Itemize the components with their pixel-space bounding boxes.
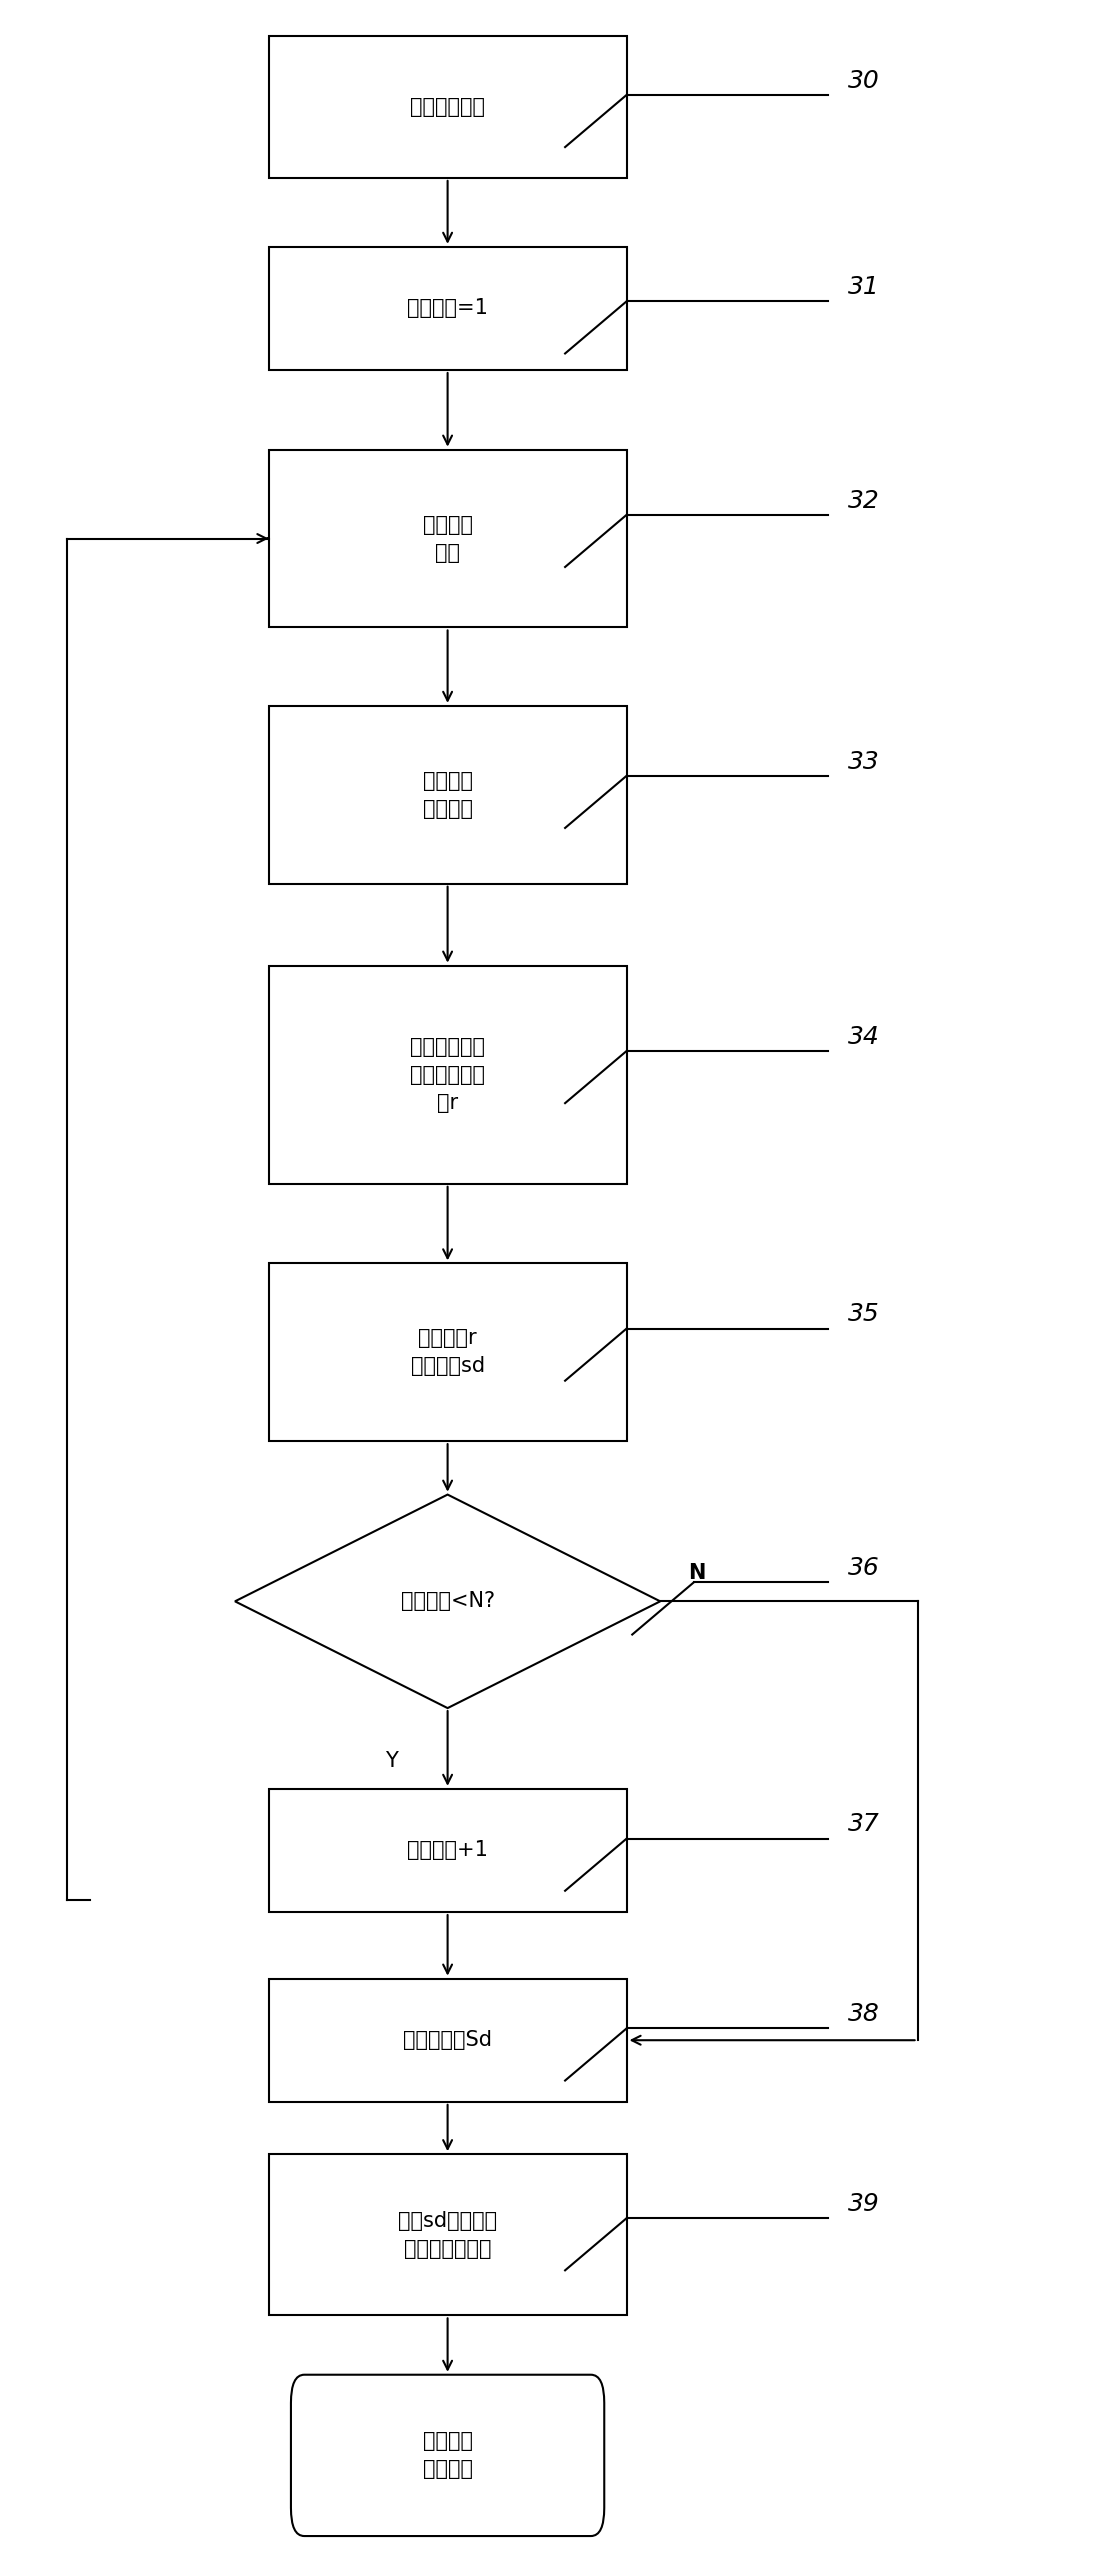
Text: 反馈同步
环路: 反馈同步 环路 bbox=[423, 515, 472, 564]
Text: 37: 37 bbox=[848, 1812, 880, 1835]
Bar bbox=[269, 36, 627, 178]
Bar bbox=[269, 1264, 627, 1441]
Bar bbox=[269, 1979, 627, 2103]
Text: Y: Y bbox=[385, 1750, 398, 1771]
Text: 幅值序列r
的标准差sd: 幅值序列r 的标准差sd bbox=[411, 1328, 485, 1377]
Text: 训练采样样本
序列的幅值序
列r: 训练采样样本 序列的幅值序 列r bbox=[410, 1037, 486, 1112]
Text: 输出最佳
采样位置: 输出最佳 采样位置 bbox=[423, 2432, 472, 2479]
Text: 采样位置=1: 采样位置=1 bbox=[407, 299, 488, 319]
Text: 30: 30 bbox=[848, 69, 880, 93]
Text: 34: 34 bbox=[848, 1024, 880, 1048]
Text: 采样位置<N?: 采样位置<N? bbox=[401, 1591, 495, 1611]
Text: 33: 33 bbox=[848, 749, 880, 775]
Bar bbox=[269, 450, 627, 628]
Text: 35: 35 bbox=[848, 1302, 880, 1326]
Text: 36: 36 bbox=[848, 1557, 880, 1580]
Text: 31: 31 bbox=[848, 275, 880, 299]
Bar bbox=[269, 247, 627, 371]
Text: 采样位置+1: 采样位置+1 bbox=[407, 1840, 488, 1861]
Bar bbox=[269, 705, 627, 883]
Text: 训练输入信号: 训练输入信号 bbox=[410, 98, 486, 116]
Text: 标准差序列Sd: 标准差序列Sd bbox=[403, 2031, 492, 2051]
Text: N: N bbox=[688, 1562, 706, 1583]
Bar bbox=[269, 965, 627, 1184]
Text: 序列sd的最小值
对应的采样位置: 序列sd的最小值 对应的采样位置 bbox=[398, 2211, 497, 2260]
Bar bbox=[269, 2154, 627, 2317]
FancyBboxPatch shape bbox=[291, 2376, 604, 2535]
Text: 32: 32 bbox=[848, 489, 880, 512]
Polygon shape bbox=[235, 1495, 660, 1709]
Text: 38: 38 bbox=[848, 2003, 880, 2026]
Bar bbox=[269, 1789, 627, 1912]
Text: 训练采样
样本序列: 训练采样 样本序列 bbox=[423, 770, 472, 819]
Text: 39: 39 bbox=[848, 2193, 880, 2216]
